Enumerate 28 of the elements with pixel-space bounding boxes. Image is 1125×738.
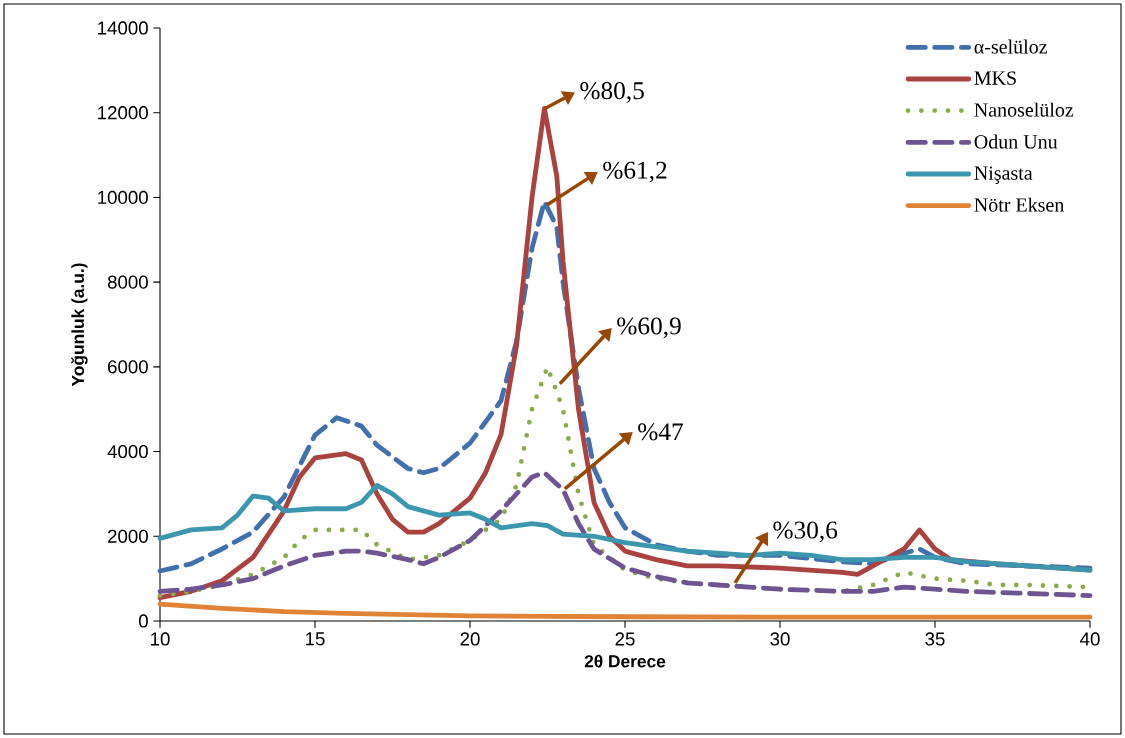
y-tick-label: 14000 [98, 21, 148, 35]
y-tick-label: 10000 [98, 190, 148, 205]
legend-label: Nişasta [974, 166, 1033, 184]
legend-label: α-selüloz [974, 39, 1048, 54]
x-axis-title: 2θ Derece [584, 654, 666, 668]
legend-label: Nanoselüloz [974, 102, 1074, 117]
y-axis-title: Yoğunluk (a.u.) [71, 263, 88, 387]
legend-label: Odun Unu [974, 134, 1058, 149]
y-tick-label: 2000 [108, 529, 148, 543]
x-tick-label: 35 [925, 632, 945, 646]
annotation: %30,6 [773, 521, 838, 543]
x-tick-label: 40 [1080, 632, 1100, 646]
x-tick-label: 25 [615, 632, 635, 646]
legend-label: Nötr Eksen [974, 197, 1065, 212]
x-tick-label: 20 [460, 632, 480, 646]
x-tick-label: 15 [306, 632, 325, 646]
y-tick-label: 8000 [107, 275, 148, 289]
annotation: %47 [638, 423, 683, 441]
y-tick-label: 0 [138, 614, 148, 628]
annotation: %60,9 [617, 317, 681, 339]
y-tick-label: 12000 [98, 106, 148, 120]
annotation: %80,5 [580, 82, 644, 103]
x-tick-label: 10 [151, 632, 170, 646]
legend-label: MKS [974, 71, 1016, 85]
y-tick-label: 4000 [107, 444, 148, 459]
annotation: %61,2 [603, 161, 667, 183]
x-tick-label: 30 [770, 632, 790, 646]
y-tick-label: 6000 [108, 360, 148, 374]
